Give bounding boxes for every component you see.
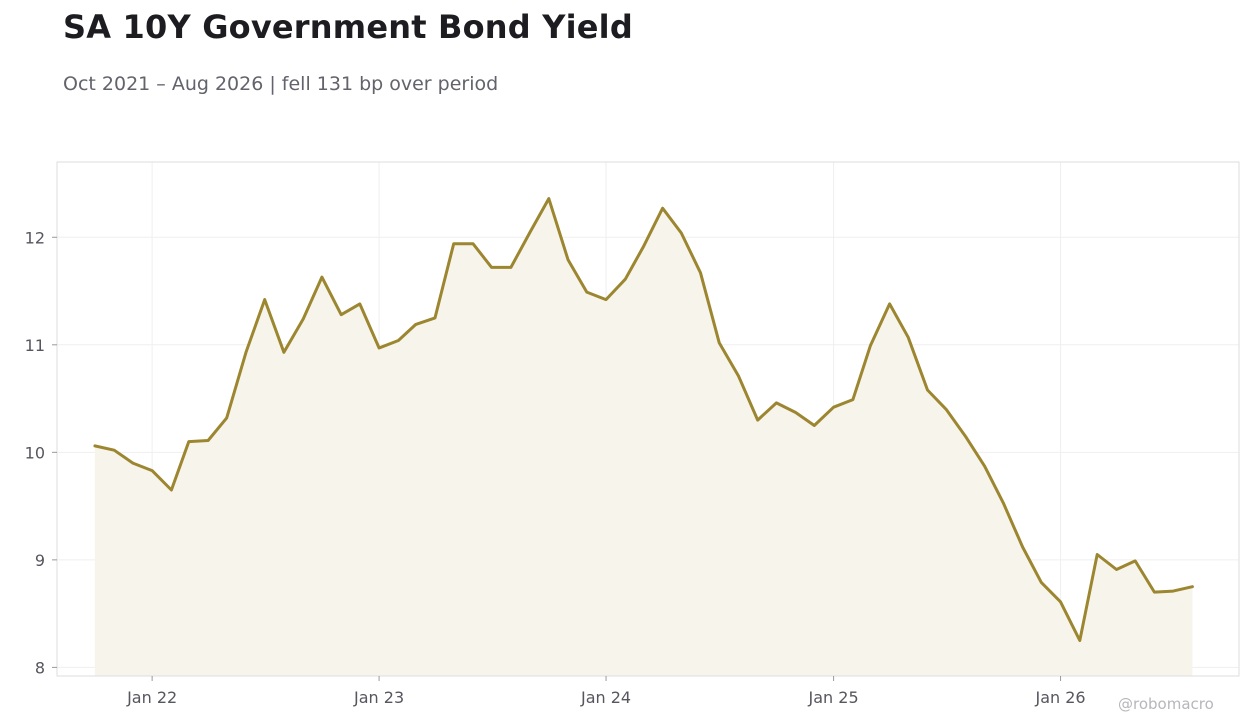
x-tick-label: Jan 24 (580, 688, 631, 707)
data-point-2022-12 (357, 301, 362, 306)
data-point-2025-06 (925, 388, 930, 393)
x-axis-ticks: Jan 22 Jan 23 Jan 24 Jan 25 Jan 26 (126, 676, 1086, 707)
data-point-2024-11 (793, 410, 798, 415)
y-tick-label: 10 (25, 443, 45, 462)
data-point-2023-08 (508, 265, 513, 270)
data-point-2021-11 (112, 448, 117, 453)
data-point-2025-02 (850, 397, 855, 402)
data-point-2022-03 (186, 439, 191, 444)
data-point-2022-07 (262, 297, 267, 302)
data-point-2023-04 (433, 315, 438, 320)
data-point-2023-12 (584, 290, 589, 295)
y-tick-label: 9 (35, 551, 45, 570)
data-point-2024-02 (623, 277, 628, 282)
data-point-2022-09 (301, 317, 306, 322)
data-point-2026-06 (1152, 590, 1157, 595)
data-point-2022-06 (244, 350, 249, 355)
data-point-2022-11 (339, 312, 344, 317)
data-point-2024-09 (755, 418, 760, 423)
data-point-2024-07 (717, 340, 722, 345)
data-point-2023-05 (451, 241, 456, 246)
data-point-2023-07 (489, 265, 494, 270)
data-point-2024-04 (660, 206, 665, 211)
data-point-2026-04 (1114, 567, 1119, 572)
chart-title: SA 10Y Government Bond Yield (63, 8, 633, 46)
data-point-2023-09 (528, 229, 533, 234)
data-point-2025-01 (831, 405, 836, 410)
chart-subtitle: Oct 2021 – Aug 2026 | fell 131 bp over p… (63, 73, 499, 95)
data-point-2023-06 (471, 241, 476, 246)
data-point-2022-05 (224, 415, 229, 420)
yield-line (93, 197, 1194, 642)
data-point-2025-10 (1001, 500, 1006, 505)
x-tick-label: Jan 22 (126, 688, 177, 707)
y-tick-label: 11 (25, 336, 45, 355)
data-point-2024-01 (604, 297, 609, 302)
data-point-2023-01 (377, 346, 382, 351)
data-point-2023-02 (396, 338, 401, 343)
data-point-2026-01 (1058, 599, 1063, 604)
data-point-2025-09 (982, 464, 987, 469)
data-point-2026-05 (1133, 558, 1138, 563)
data-point-2022-10 (319, 275, 324, 280)
data-point-2026-08 (1190, 584, 1195, 589)
y-axis-ticks: 8 9 10 11 12 (25, 228, 57, 677)
data-point-2021-12 (130, 461, 135, 466)
data-point-2022-08 (281, 350, 286, 355)
x-tick-label: Jan 23 (353, 688, 404, 707)
data-point-2024-08 (736, 374, 741, 379)
data-point-2025-04 (887, 301, 892, 306)
data-point-2023-03 (413, 322, 418, 327)
data-point-2024-10 (774, 400, 779, 405)
data-point-2025-12 (1039, 580, 1044, 585)
x-tick-label: Jan 25 (808, 688, 859, 707)
data-point-2023-10 (546, 196, 551, 201)
data-point-2022-01 (150, 468, 155, 473)
yield-area-fill (94, 198, 1193, 676)
y-tick-label: 12 (25, 228, 45, 247)
data-point-2025-11 (1020, 545, 1025, 550)
data-point-2025-08 (963, 434, 968, 439)
plot-frame (56, 161, 1240, 677)
credit-watermark: @robomacro (1118, 695, 1214, 713)
data-point-2024-06 (698, 270, 703, 275)
data-point-2025-07 (944, 407, 949, 412)
y-tick-label: 8 (35, 658, 45, 677)
data-point-2022-04 (206, 438, 211, 443)
data-point-2022-02 (169, 488, 174, 493)
data-point-2026-02 (1077, 638, 1082, 643)
data-point-2023-11 (566, 257, 571, 262)
data-point-2025-05 (906, 335, 911, 340)
data-point-2024-05 (679, 231, 684, 236)
data-point-2024-03 (641, 244, 646, 249)
data-point-2024-12 (812, 423, 817, 428)
data-point-2021-10 (92, 443, 97, 448)
data-point-2025-03 (868, 343, 873, 348)
data-point-2026-03 (1095, 552, 1100, 557)
x-tick-label: Jan 26 (1034, 688, 1085, 707)
data-point-2026-07 (1171, 589, 1176, 594)
